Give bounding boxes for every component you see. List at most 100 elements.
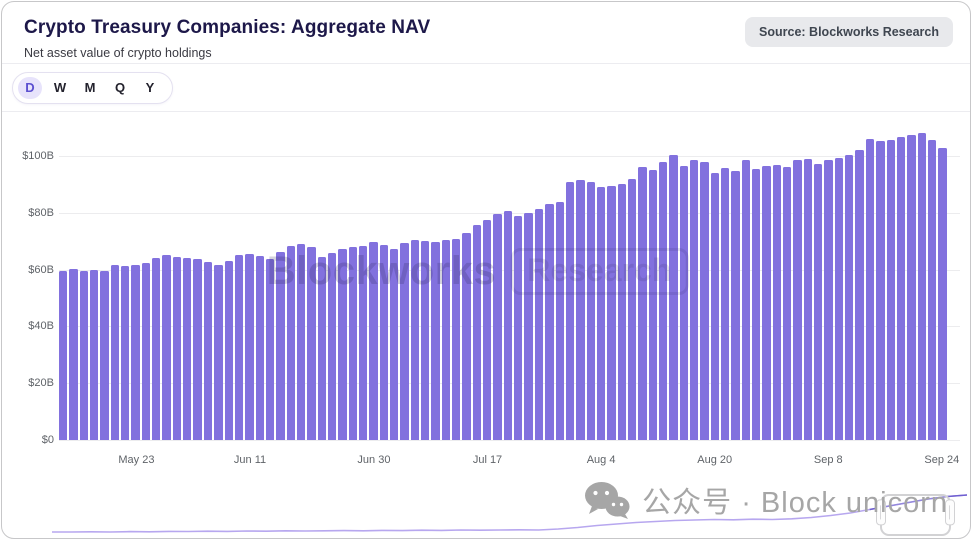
bar[interactable] bbox=[545, 204, 554, 440]
bar[interactable] bbox=[876, 141, 885, 440]
range-button-w[interactable]: W bbox=[48, 77, 72, 99]
bar[interactable] bbox=[369, 241, 378, 440]
bar[interactable] bbox=[59, 271, 68, 440]
y-axis: $0 $20B $40B $60B $80B $100B bbox=[2, 112, 54, 470]
bar[interactable] bbox=[524, 212, 533, 440]
bar[interactable] bbox=[141, 263, 151, 440]
bar[interactable] bbox=[886, 139, 895, 440]
bar[interactable] bbox=[514, 215, 523, 440]
bar[interactable] bbox=[927, 140, 937, 440]
bar[interactable] bbox=[586, 181, 595, 440]
bar[interactable] bbox=[721, 167, 730, 440]
bar[interactable] bbox=[917, 133, 926, 440]
bar[interactable] bbox=[245, 254, 254, 440]
bar[interactable] bbox=[607, 185, 616, 440]
bar[interactable] bbox=[379, 245, 388, 440]
bar[interactable] bbox=[627, 178, 637, 440]
bar[interactable] bbox=[162, 254, 171, 440]
bar[interactable] bbox=[596, 187, 606, 440]
navigator-sparkline bbox=[52, 490, 967, 538]
bar[interactable] bbox=[338, 248, 347, 440]
bar[interactable] bbox=[462, 233, 471, 440]
bar[interactable] bbox=[452, 238, 461, 440]
bar[interactable] bbox=[576, 180, 585, 440]
bar[interactable] bbox=[803, 158, 813, 440]
bar[interactable] bbox=[710, 173, 719, 440]
x-axis-label: Jun 11 bbox=[233, 454, 267, 466]
range-button-m[interactable]: M bbox=[78, 77, 102, 99]
navigator-left-handle[interactable] bbox=[876, 499, 887, 526]
bar[interactable] bbox=[276, 252, 285, 440]
bar[interactable] bbox=[286, 246, 295, 440]
navigator-selection-window[interactable] bbox=[876, 494, 955, 536]
bar[interactable] bbox=[638, 167, 647, 440]
bar[interactable] bbox=[783, 167, 792, 440]
range-button-d[interactable]: D bbox=[18, 76, 42, 99]
bar[interactable] bbox=[327, 252, 337, 440]
bar[interactable] bbox=[752, 168, 761, 440]
bar[interactable] bbox=[772, 164, 782, 440]
bar[interactable] bbox=[234, 255, 244, 440]
bar[interactable] bbox=[400, 242, 409, 440]
bar[interactable] bbox=[121, 266, 130, 440]
bar[interactable] bbox=[421, 240, 430, 440]
bar[interactable] bbox=[483, 220, 492, 440]
bar[interactable] bbox=[441, 239, 451, 440]
bar[interactable] bbox=[845, 154, 854, 440]
range-button-y[interactable]: Y bbox=[138, 77, 162, 99]
navigator-right-handle[interactable] bbox=[944, 499, 955, 526]
bar[interactable] bbox=[493, 214, 502, 440]
bar[interactable] bbox=[503, 211, 513, 440]
bar[interactable] bbox=[669, 154, 678, 440]
bar[interactable] bbox=[390, 248, 399, 440]
bar[interactable] bbox=[834, 157, 844, 440]
bar[interactable] bbox=[100, 271, 109, 440]
bar[interactable] bbox=[689, 160, 699, 440]
bar[interactable] bbox=[152, 257, 161, 440]
bar[interactable] bbox=[824, 160, 833, 440]
bar[interactable] bbox=[534, 208, 544, 440]
bar[interactable] bbox=[90, 270, 99, 440]
bar[interactable] bbox=[658, 161, 668, 440]
bar[interactable] bbox=[265, 259, 275, 440]
bar[interactable] bbox=[214, 264, 223, 440]
bar[interactable] bbox=[110, 264, 120, 440]
bar[interactable] bbox=[410, 240, 420, 440]
bar[interactable] bbox=[255, 256, 264, 440]
bar[interactable] bbox=[555, 201, 564, 440]
bar[interactable] bbox=[731, 171, 740, 440]
bar[interactable] bbox=[79, 270, 89, 440]
bar[interactable] bbox=[203, 261, 213, 440]
bar[interactable] bbox=[193, 259, 202, 440]
bar[interactable] bbox=[741, 159, 751, 440]
bar[interactable] bbox=[938, 147, 947, 440]
bar[interactable] bbox=[69, 269, 78, 440]
gridline bbox=[59, 440, 960, 441]
bar[interactable] bbox=[358, 245, 368, 440]
bar[interactable] bbox=[793, 160, 802, 440]
bar[interactable] bbox=[896, 137, 906, 440]
bar[interactable] bbox=[565, 181, 575, 440]
bar[interactable] bbox=[317, 257, 326, 440]
bar[interactable] bbox=[431, 241, 440, 440]
bar[interactable] bbox=[348, 247, 357, 440]
bar[interactable] bbox=[700, 161, 709, 440]
bar[interactable] bbox=[296, 244, 306, 440]
bar[interactable] bbox=[762, 166, 771, 440]
range-button-q[interactable]: Q bbox=[108, 77, 132, 99]
bar[interactable] bbox=[131, 265, 140, 440]
bar[interactable] bbox=[855, 149, 864, 440]
bar[interactable] bbox=[648, 170, 657, 440]
bar[interactable] bbox=[224, 260, 233, 440]
bar[interactable] bbox=[172, 256, 182, 440]
bar[interactable] bbox=[679, 166, 688, 440]
bar[interactable] bbox=[907, 134, 916, 440]
bar[interactable] bbox=[472, 225, 482, 440]
y-axis-label: $0 bbox=[41, 434, 54, 446]
bar[interactable] bbox=[617, 184, 626, 440]
bar[interactable] bbox=[183, 258, 192, 440]
bar[interactable] bbox=[307, 247, 316, 440]
bar[interactable] bbox=[865, 139, 875, 440]
bar[interactable] bbox=[814, 163, 823, 440]
